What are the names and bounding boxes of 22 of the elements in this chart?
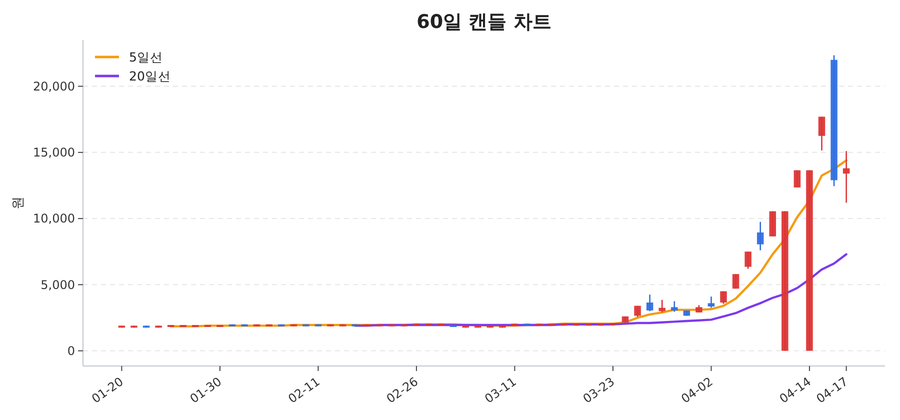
legend-label: 20일선: [129, 68, 171, 84]
candlestick: [720, 290, 727, 304]
candlestick: [670, 300, 678, 312]
candlestick: [646, 294, 654, 312]
legend-label: 5일선: [129, 49, 163, 64]
candlestick: [818, 116, 826, 152]
candlestick: [842, 150, 850, 204]
y-tick-label: 5,000: [40, 278, 75, 292]
candlestick: [744, 250, 752, 270]
y-tick-label: 15,000: [33, 146, 75, 160]
candlestick: [794, 170, 801, 188]
y-tick-label: 20,000: [33, 79, 75, 94]
candlestick: [756, 221, 764, 251]
y-tick-label: 10,000: [33, 212, 75, 226]
candlestick: [658, 299, 666, 314]
chart-title: 60일 캔들 차트: [416, 11, 552, 33]
line-series: [354, 253, 848, 327]
y-tick-label: 0: [67, 344, 75, 358]
line-series: [170, 159, 848, 328]
y-axis-title: 원: [11, 196, 26, 210]
candlestick: [732, 273, 740, 290]
candlestick: [708, 296, 715, 308]
